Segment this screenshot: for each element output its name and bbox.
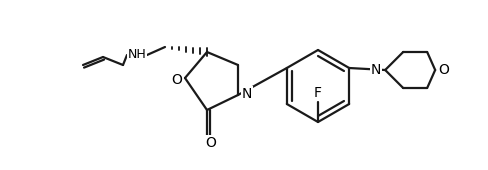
Text: N: N — [371, 63, 381, 77]
Text: F: F — [314, 86, 322, 100]
Text: O: O — [172, 73, 183, 87]
Text: O: O — [205, 136, 217, 150]
Text: NH: NH — [128, 48, 146, 62]
Text: N: N — [242, 87, 252, 101]
Text: O: O — [439, 63, 449, 77]
